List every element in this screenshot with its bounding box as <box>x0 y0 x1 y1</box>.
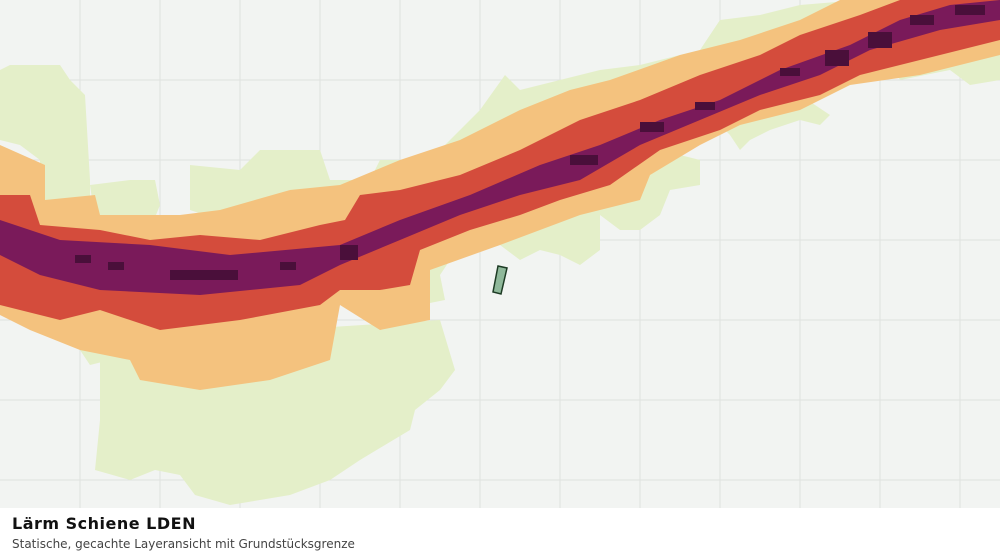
map-title: Lärm Schiene LDEN <box>12 514 196 533</box>
parcel-boundary <box>492 265 508 295</box>
map-subtitle: Statische, gecachte Layeransicht mit Gru… <box>12 537 355 551</box>
noise-zone-extreme <box>75 5 985 280</box>
caption: Lärm Schiene LDEN Statische, gecachte La… <box>0 508 1000 560</box>
noise-zone-high <box>0 0 1000 330</box>
map <box>0 0 1000 508</box>
noise-zone-very-high <box>0 0 1000 295</box>
